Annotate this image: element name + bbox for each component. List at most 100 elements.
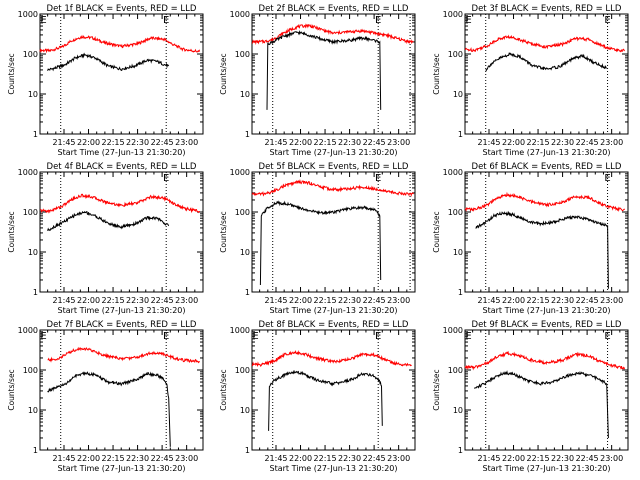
x-tick-label: 22:00 xyxy=(289,138,312,147)
events-series-line xyxy=(47,210,170,232)
plot-frame xyxy=(464,329,629,451)
y-tick-label: 10 xyxy=(28,406,38,415)
x-axis-label: Start Time (27-Jun-13 21:30:20) xyxy=(270,464,398,473)
y-tick-label: 1000 xyxy=(18,326,38,335)
x-tick-label: 22:00 xyxy=(502,454,525,463)
y-tick-label: 10 xyxy=(28,90,38,99)
y-tick-label: 1 xyxy=(245,446,250,455)
panel-4: Det 4f BLACK = Events, RED = LLD 1 10 100 10… xyxy=(7,162,204,315)
x-tick-label: 22:15 xyxy=(314,138,337,147)
x-tick-label: 22:30 xyxy=(551,454,574,463)
e-marker: E xyxy=(375,173,381,184)
e-marker: E xyxy=(375,15,381,26)
e-marker: E xyxy=(604,331,610,342)
x-tick-label: 22:15 xyxy=(102,138,125,147)
y-tick-label: 10 xyxy=(240,90,250,99)
x-tick-label: 21:45 xyxy=(264,296,287,305)
y-tick-label: 100 xyxy=(448,366,463,375)
plot-frame xyxy=(251,329,416,451)
y-tick-label: 1000 xyxy=(230,10,250,19)
panel-5: Det 5f BLACK = Events, RED = LLD 1 10 100 10… xyxy=(219,162,416,315)
x-tick-label: 22:30 xyxy=(551,296,574,305)
x-tick-label: 21:45 xyxy=(52,296,75,305)
x-axis-label: Start Time (27-Jun-13 21:30:20) xyxy=(58,148,186,157)
e-marker: E xyxy=(163,331,169,342)
x-tick-label: 21:45 xyxy=(477,296,500,305)
y-tick-label: 100 xyxy=(23,50,38,59)
panel-title: Det 7f BLACK = Events, RED = LLD xyxy=(47,320,197,330)
lld-series-line xyxy=(464,191,626,212)
y-tick-label: 1000 xyxy=(230,326,250,335)
panel-3: Det 3f BLACK = Events, RED = LLD 1 10 100 10… xyxy=(432,4,629,157)
x-tick-label: 22:00 xyxy=(289,454,312,463)
x-tick-label: 22:45 xyxy=(151,138,174,147)
lld-series-line xyxy=(47,346,201,364)
events-series-line xyxy=(485,52,607,72)
x-tick-label: 23:00 xyxy=(600,454,623,463)
panel-title: Det 8f BLACK = Events, RED = LLD xyxy=(259,320,409,330)
x-tick-label: 23:00 xyxy=(387,296,410,305)
y-tick-label: 100 xyxy=(23,366,38,375)
lld-series-line xyxy=(39,193,201,214)
y-tick-label: 1 xyxy=(33,130,38,139)
plot-frame xyxy=(39,171,204,293)
y-tick-label: 1000 xyxy=(18,168,38,177)
events-series-line xyxy=(47,371,171,447)
x-tick-label: 22:15 xyxy=(527,138,550,147)
x-tick-label: 22:45 xyxy=(363,296,386,305)
y-tick-label: 10 xyxy=(453,406,463,415)
y-axis-label: Counts/sec xyxy=(7,369,16,410)
events-series-line xyxy=(266,30,382,110)
lld-series-line xyxy=(251,179,414,197)
e-marker: E xyxy=(375,331,381,342)
x-tick-label: 22:00 xyxy=(77,454,100,463)
y-tick-label: 1 xyxy=(33,288,38,297)
panel-title: Det 2f BLACK = Events, RED = LLD xyxy=(259,4,409,14)
panel-6: Det 6f BLACK = Events, RED = LLD 1 10 100 10… xyxy=(432,162,629,315)
x-tick-label: 22:30 xyxy=(126,454,149,463)
y-tick-label: 1000 xyxy=(443,10,463,19)
y-tick-label: 1 xyxy=(245,288,250,297)
x-tick-label: 21:45 xyxy=(264,454,287,463)
y-tick-label: 1 xyxy=(458,130,463,139)
y-axis-label: Counts/sec xyxy=(219,53,228,94)
y-axis-label: Counts/sec xyxy=(432,53,441,94)
e-marker: E xyxy=(465,331,471,342)
lld-series-line xyxy=(464,350,626,371)
x-tick-label: 22:15 xyxy=(527,454,550,463)
x-axis-label: Start Time (27-Jun-13 21:30:20) xyxy=(483,148,611,157)
e-marker: E xyxy=(163,173,169,184)
e-marker: E xyxy=(40,331,46,342)
x-tick-label: 22:30 xyxy=(126,138,149,147)
x-tick-label: 22:15 xyxy=(314,296,337,305)
panel-8: Det 8f BLACK = Events, RED = LLD 1 10 100 10… xyxy=(219,320,416,473)
lld-series-line xyxy=(464,34,625,53)
e-marker: E xyxy=(604,173,610,184)
x-tick-label: 22:30 xyxy=(551,138,574,147)
y-tick-label: 100 xyxy=(23,208,38,217)
x-axis-label: Start Time (27-Jun-13 21:30:20) xyxy=(270,148,398,157)
y-tick-label: 1000 xyxy=(443,326,463,335)
y-tick-label: 1 xyxy=(458,446,463,455)
y-axis-label: Counts/sec xyxy=(432,211,441,252)
y-tick-label: 100 xyxy=(235,50,250,59)
x-tick-label: 22:15 xyxy=(102,296,125,305)
x-tick-label: 23:00 xyxy=(600,138,623,147)
events-series-line xyxy=(268,370,383,431)
y-tick-label: 100 xyxy=(235,366,250,375)
events-series-line xyxy=(473,370,609,439)
x-tick-label: 22:45 xyxy=(363,454,386,463)
x-tick-label: 22:00 xyxy=(502,296,525,305)
plot-frame xyxy=(251,13,416,135)
x-tick-label: 23:00 xyxy=(175,454,198,463)
y-tick-label: 1 xyxy=(245,130,250,139)
x-tick-label: 21:45 xyxy=(52,138,75,147)
y-tick-label: 1000 xyxy=(230,168,250,177)
panel-7: Det 7f BLACK = Events, RED = LLD 1 10 100 10… xyxy=(7,320,204,473)
x-tick-label: 21:45 xyxy=(477,138,500,147)
x-tick-label: 22:15 xyxy=(314,454,337,463)
e-marker: E xyxy=(40,15,46,26)
y-tick-label: 100 xyxy=(448,50,463,59)
panel-2: Det 2f BLACK = Events, RED = LLD 1 10 100 10… xyxy=(219,4,416,157)
x-axis-label: Start Time (27-Jun-13 21:30:20) xyxy=(58,464,186,473)
